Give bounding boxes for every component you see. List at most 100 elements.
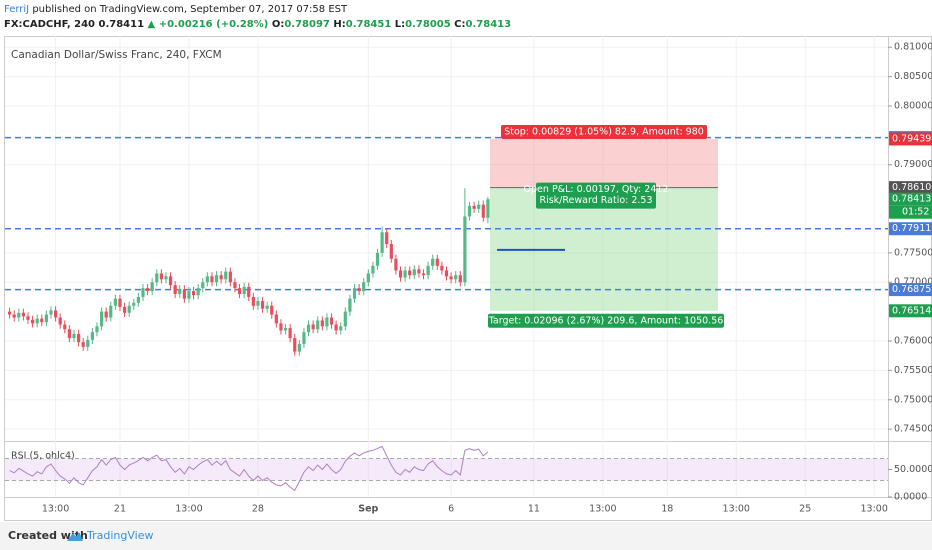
price-label-box (889, 304, 932, 318)
candle-body (417, 269, 421, 274)
x-tick-label: 13:00 (861, 504, 888, 515)
candle-body (385, 232, 389, 245)
header: FerriJ published on TradingView.com, Sep… (4, 2, 511, 32)
x-tick-label: Sep (358, 504, 378, 515)
candle-body (104, 311, 108, 318)
candle-body (293, 338, 297, 352)
x-tick-label: 13:00 (723, 504, 750, 515)
candle-body (81, 342, 85, 347)
candle-body (477, 204, 481, 209)
brand[interactable]: TradingView (87, 529, 154, 542)
candle-body (173, 285, 177, 294)
candle-body (403, 270, 407, 278)
candle-body (366, 273, 370, 283)
rsi-line (9, 445, 489, 492)
high-label: H: (333, 19, 346, 30)
candle-body (279, 323, 283, 331)
candle-body (67, 329, 71, 339)
candle-body (242, 286, 246, 294)
candle-body (86, 339, 90, 347)
change: +0.00216 (+0.28%) (158, 19, 269, 30)
candle-body (224, 271, 228, 280)
candle-body (53, 310, 58, 318)
candle-body (44, 314, 48, 323)
rsi-tick-label: 50.0000 (894, 464, 932, 475)
candle-body (12, 314, 16, 318)
created-with: Created with (8, 529, 88, 542)
candle-body (201, 282, 205, 289)
candle-body (329, 317, 334, 325)
candle-body (95, 326, 99, 333)
price-label: 0.77911 (892, 223, 931, 234)
x-tick-label: 28 (252, 504, 264, 515)
candle-body (228, 271, 232, 283)
candle-body (371, 265, 375, 274)
candle-body (26, 316, 30, 320)
candle-body (17, 312, 21, 318)
price-label: 0.79439 (892, 133, 931, 144)
candle-body (205, 276, 209, 283)
candle-body (136, 296, 140, 303)
candle-body (191, 291, 196, 296)
candle-body (141, 288, 145, 297)
stop-label: Stop: 0.00829 (1.05%) 82.9, Amount: 980 (504, 126, 704, 137)
stop-box (501, 124, 707, 139)
candle-body (316, 320, 320, 330)
candle-body (334, 324, 338, 331)
candle-body (472, 205, 476, 209)
candle-body (311, 324, 315, 330)
countdown: 01:52 (902, 207, 929, 218)
open: 0.78097 (284, 19, 330, 30)
candle-body (63, 324, 67, 330)
rr-label: Risk/Reward Ratio: 2.53 (539, 195, 652, 206)
candle-body (122, 306, 127, 313)
candle-body (90, 332, 94, 340)
candle-body (320, 320, 324, 327)
candle-body (444, 270, 449, 277)
candle-body (270, 305, 274, 315)
candle-body (486, 199, 490, 218)
candle-body (49, 310, 53, 315)
countdown-box (889, 205, 932, 219)
candle-body (302, 332, 306, 344)
target-box (488, 313, 724, 328)
rsi-tick-label: 0.0000 (894, 492, 927, 503)
author[interactable]: FerriJ (4, 4, 30, 15)
candle-body (145, 288, 150, 292)
candle-body (458, 275, 462, 283)
y-tick-label: 0.76000 (894, 335, 932, 346)
candle-body (398, 270, 403, 278)
candle-body (219, 275, 223, 280)
candle-body (30, 319, 35, 324)
candle-body (380, 232, 384, 253)
low-label: L: (394, 19, 406, 30)
open-label: O: (271, 19, 285, 30)
y-tick-label: 0.74500 (894, 424, 932, 435)
price-label-box (889, 222, 932, 236)
stop-zone (490, 138, 718, 188)
candle-body (426, 265, 430, 276)
price-label-box (889, 192, 932, 206)
candle-body (40, 318, 44, 323)
target-label: Target: 0.02096 (2.67%) 209.6, Amount: 1… (488, 315, 724, 326)
published: published on TradingView.com, September … (32, 4, 348, 15)
x-tick-label: 13:00 (175, 504, 202, 515)
header-line: FX:CADCHF, 240 0.78411 ▲ +0.00216 (+0.28… (4, 17, 511, 32)
y-tick-label: 0.81000 (894, 42, 932, 53)
logo[interactable] (66, 530, 84, 542)
y-tick-label: 0.80000 (894, 100, 932, 111)
x-tick-label: 6 (448, 504, 454, 515)
candle-body (306, 324, 311, 333)
candle-body (127, 305, 131, 313)
candle-body (362, 282, 366, 292)
candle-body (256, 301, 260, 306)
candle-body (348, 298, 352, 312)
candle-body (251, 296, 255, 306)
candle-body (150, 282, 154, 292)
price-label-box (889, 132, 932, 146)
pnl-box (536, 182, 656, 209)
candle-body (408, 270, 412, 276)
candle-body (352, 288, 357, 299)
candle-body (118, 298, 122, 307)
